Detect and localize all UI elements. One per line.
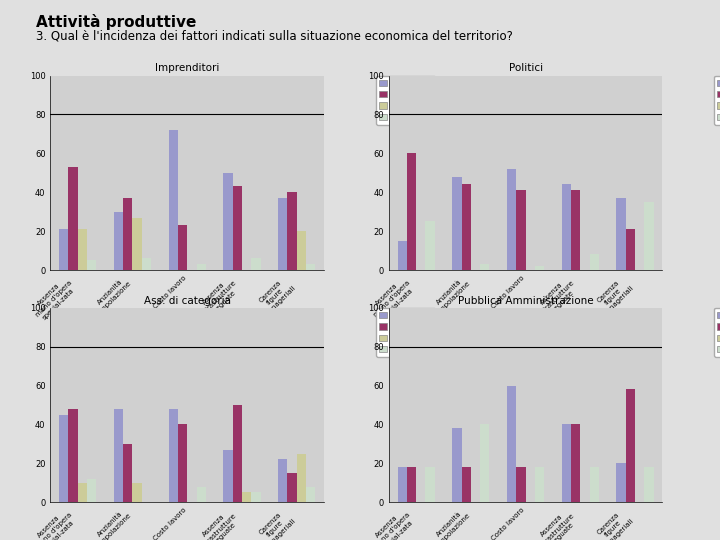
Bar (571, 424, 580, 502)
Bar (462, 467, 471, 502)
Bar (78, 229, 87, 270)
Bar (626, 229, 635, 270)
Bar (306, 487, 315, 502)
Bar (397, 241, 407, 270)
Title: Ass. di categoria: Ass. di categoria (144, 295, 230, 306)
Bar (407, 467, 416, 502)
Text: 3. Qual è l'incidenza dei fattori indicati sulla situazione economica del territ: 3. Qual è l'incidenza dei fattori indica… (36, 30, 513, 43)
Bar (233, 405, 242, 502)
Bar (644, 467, 654, 502)
Bar (59, 229, 68, 270)
Bar (297, 231, 306, 270)
Bar (123, 444, 132, 502)
Bar (535, 467, 544, 502)
Bar (462, 185, 471, 270)
Bar (626, 389, 635, 502)
Bar (616, 463, 626, 502)
Bar (223, 450, 233, 502)
Bar (168, 409, 178, 502)
Legend: %Alta, %Media, %Basse, %Astenuti: %Alta, %Media, %Basse, %Astenuti (714, 308, 720, 357)
Bar (480, 424, 490, 502)
Bar (87, 479, 96, 502)
Bar (223, 173, 233, 270)
Bar (178, 424, 187, 502)
Bar (306, 264, 315, 270)
Bar (123, 198, 132, 270)
Bar (590, 467, 599, 502)
Bar (516, 190, 526, 270)
Bar (516, 467, 526, 502)
Bar (114, 409, 123, 502)
Bar (426, 467, 435, 502)
Bar (507, 169, 516, 270)
Bar (114, 212, 123, 270)
Bar (142, 258, 151, 270)
Bar (507, 386, 516, 502)
Legend: %Alta, %Media, %Basse, %Astenuti: %Alta, %Media, %Basse, %Astenuti (376, 76, 435, 125)
Bar (562, 424, 571, 502)
Bar (132, 218, 142, 270)
Bar (644, 202, 654, 270)
Title: Pubblica Amministrazione: Pubblica Amministrazione (458, 295, 593, 306)
Bar (535, 266, 544, 270)
Legend: %Alta, %Media, %Basse, %Astenuti: %Alta, %Media, %Basse, %Astenuti (714, 76, 720, 125)
Bar (562, 185, 571, 270)
Title: Politici: Politici (508, 63, 543, 73)
Bar (59, 415, 68, 502)
Bar (590, 254, 599, 270)
Bar (616, 198, 626, 270)
Bar (251, 258, 261, 270)
Bar (480, 264, 490, 270)
Bar (297, 454, 306, 502)
Bar (197, 487, 206, 502)
Bar (278, 460, 287, 502)
Bar (68, 167, 78, 270)
Bar (251, 492, 261, 502)
Bar (168, 130, 178, 270)
Legend: %Alta, %Media, %Basse, %Astenuti: %Alta, %Media, %Basse, %Astenuti (376, 308, 435, 357)
Title: Imprenditori: Imprenditori (155, 63, 220, 73)
Bar (407, 153, 416, 270)
Bar (452, 177, 462, 270)
Text: Attività produttive: Attività produttive (36, 14, 197, 30)
Bar (287, 473, 297, 502)
Bar (132, 483, 142, 502)
Bar (178, 225, 187, 270)
Bar (278, 198, 287, 270)
Bar (68, 409, 78, 502)
Bar (197, 264, 206, 270)
Bar (78, 483, 87, 502)
Bar (287, 192, 297, 270)
Bar (242, 492, 251, 502)
Bar (452, 428, 462, 502)
Bar (571, 190, 580, 270)
Bar (397, 467, 407, 502)
Bar (87, 260, 96, 270)
Bar (233, 186, 242, 270)
Bar (426, 221, 435, 270)
